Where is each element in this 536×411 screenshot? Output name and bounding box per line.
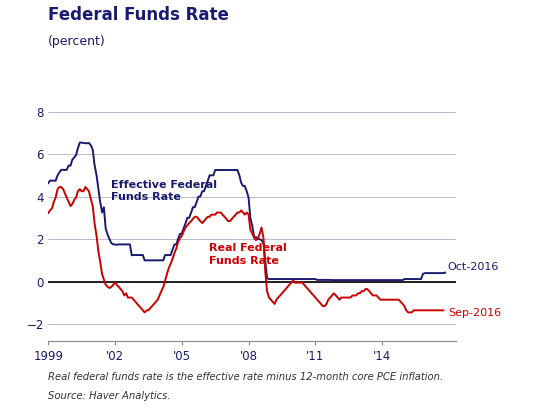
Text: (percent): (percent) (48, 35, 106, 48)
Text: Oct-2016: Oct-2016 (448, 262, 499, 272)
Text: Federal Funds Rate: Federal Funds Rate (48, 6, 229, 24)
Text: Sep-2016: Sep-2016 (448, 309, 501, 319)
Text: Real federal funds rate is the effective rate minus 12-month core PCE inflation.: Real federal funds rate is the effective… (48, 372, 443, 382)
Text: Source: Haver Analytics.: Source: Haver Analytics. (48, 391, 171, 401)
Text: Effective Federal
Funds Rate: Effective Federal Funds Rate (110, 180, 217, 202)
Text: Real Federal
Funds Rate: Real Federal Funds Rate (209, 243, 286, 266)
